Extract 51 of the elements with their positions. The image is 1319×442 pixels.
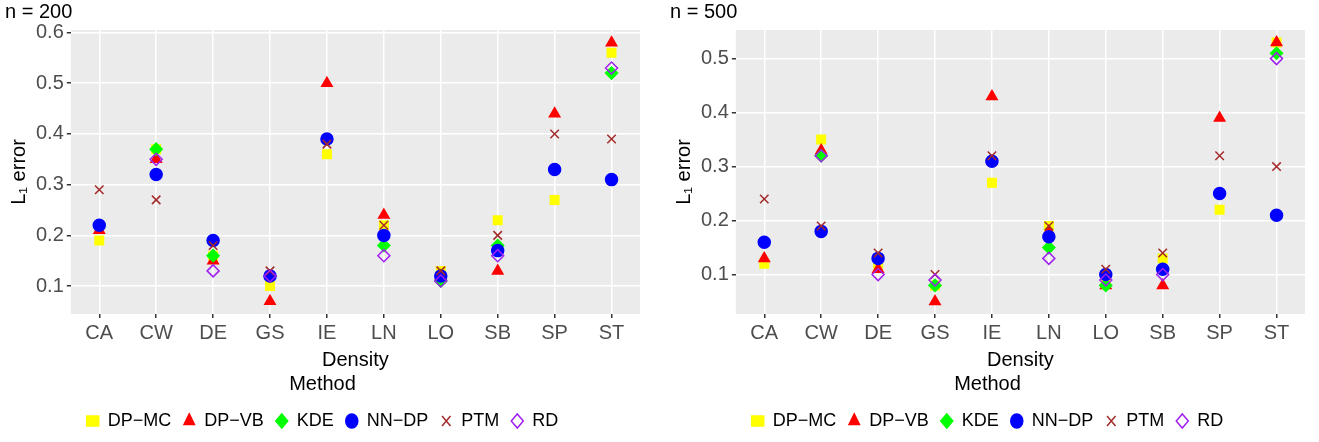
y-tick-label: 0.4 — [35, 121, 64, 144]
y-tick-label: 0.2 — [35, 222, 64, 245]
legend-label: NN−DP — [366, 409, 429, 430]
y-tick-label: 0.6 — [35, 20, 64, 43]
y-tick-label: 0.5 — [35, 70, 64, 93]
y-tick-label: 0.2 — [700, 208, 729, 231]
x-tick-label: SB — [484, 320, 512, 343]
legend-label: DP−MC — [772, 409, 837, 430]
x-tick-label: LN — [371, 320, 397, 343]
x-axis-title: Density — [322, 347, 389, 370]
x-tick-label: DE — [864, 320, 892, 343]
x-tick-label: CW — [139, 320, 173, 343]
legend-label: PTM — [1126, 409, 1165, 430]
x-tick-label: ST — [1263, 320, 1290, 343]
x-tick-label: CA — [85, 320, 114, 343]
x-tick-label: IE — [982, 320, 1002, 343]
x-tick-label: IE — [317, 320, 337, 343]
x-tick-label: LN — [1036, 320, 1062, 343]
y-axis-title: L₁ error — [6, 138, 29, 205]
legend-label: DP−MC — [107, 409, 172, 430]
x-tick-label: SP — [541, 320, 568, 343]
y-tick-label: 0.3 — [700, 154, 729, 177]
legend-title: Method — [289, 371, 356, 394]
chart-title: n = 200 — [5, 0, 73, 22]
legend-label: PTM — [461, 409, 500, 430]
x-tick-label: ST — [598, 320, 625, 343]
legend-label: KDE — [961, 409, 999, 430]
y-tick-label: 0.4 — [700, 100, 729, 123]
x-axis-title: Density — [987, 347, 1054, 370]
x-tick-label: CA — [750, 320, 779, 343]
x-tick-label: CW — [804, 320, 838, 343]
y-axis-title: L₁ error — [671, 138, 694, 205]
x-tick-label: LO — [1092, 320, 1120, 343]
legend-title: Method — [954, 371, 1021, 394]
y-tick-label: 0.5 — [700, 46, 729, 69]
legend-label: KDE — [296, 409, 334, 430]
legend-label: DP−VB — [204, 409, 264, 430]
legend-label: NN−DP — [1031, 409, 1094, 430]
x-tick-label: LO — [427, 320, 455, 343]
x-tick-label: SP — [1206, 320, 1233, 343]
x-tick-label: SB — [1149, 320, 1177, 343]
chart-title: n = 500 — [670, 0, 738, 22]
y-tick-label: 0.1 — [700, 262, 729, 285]
y-tick-label: 0.1 — [35, 273, 64, 296]
legend-label: DP−VB — [869, 409, 929, 430]
legend-label: RD — [1197, 409, 1224, 430]
x-tick-label: GS — [255, 320, 285, 343]
legend-label: RD — [532, 409, 559, 430]
x-tick-label: DE — [199, 320, 227, 343]
x-tick-label: GS — [920, 320, 950, 343]
y-tick-label: 0.3 — [35, 172, 64, 195]
